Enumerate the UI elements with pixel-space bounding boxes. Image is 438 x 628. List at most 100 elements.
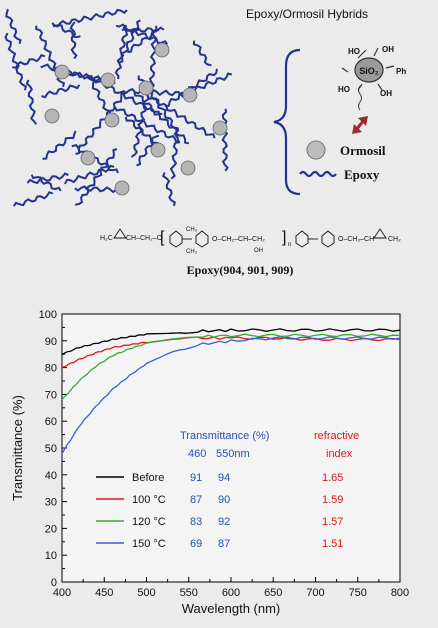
- epoxy-chain: [136, 134, 160, 167]
- epoxy-chain: [30, 174, 62, 192]
- formula-fragment: CH–CH₂–O: [126, 235, 163, 242]
- formula-fragment: n: [288, 242, 291, 248]
- epoxy-chain: [26, 172, 69, 185]
- series-line: [61, 333, 401, 400]
- table-cell-460: 83: [190, 516, 202, 528]
- y-tick-label: 90: [45, 336, 57, 348]
- svg-text:[: [: [160, 229, 165, 246]
- y-tick-label: 20: [45, 523, 57, 535]
- ormosil-particle: [212, 120, 228, 136]
- table-header-transmittance: Transmittance (%): [180, 430, 269, 442]
- legend-label: 100 °C: [132, 494, 166, 506]
- formula-fragment: OH: [254, 248, 263, 254]
- oh-label-top: OH: [382, 45, 394, 54]
- epoxy-chain: [25, 79, 38, 125]
- epoxy-chain: [5, 8, 22, 45]
- epoxy-chain: [74, 148, 118, 206]
- epoxy-chain: [64, 164, 115, 185]
- epoxy-chain: [75, 92, 126, 155]
- ho-label-top: HO: [348, 47, 360, 56]
- diagram-title: Epoxy/Ormosil Hybrids: [246, 7, 368, 21]
- epoxy-chain: [71, 143, 119, 174]
- table-cell-460: 91: [190, 472, 202, 484]
- table-cell-550: 94: [218, 472, 230, 484]
- legend-label: 120 °C: [132, 516, 166, 528]
- epoxy-chain: [146, 95, 216, 139]
- table-header-460: 460: [188, 448, 206, 460]
- epoxy-chain: [41, 84, 81, 99]
- table-cell-refractive-index: 1.59: [322, 494, 343, 506]
- formula-fragment: H₂C: [100, 235, 113, 242]
- legend-label: Before: [132, 472, 164, 484]
- axis-ticks: 400 450 500 550 600 650 700 750 800 0 10 20 30 40 50 60…: [39, 309, 410, 599]
- epoxy-formula: H₂C CH–CH₂–O [ CH₃ CH₃ O–CH₂–CH–CH₂ OH ]…: [100, 227, 401, 255]
- ormosil-particle: [44, 108, 60, 124]
- ormosil-particle: [154, 42, 170, 58]
- epoxy-chain: [69, 21, 78, 60]
- y-tick-label: 0: [51, 577, 57, 589]
- formula-fragment: CH₃: [186, 249, 198, 255]
- y-tick-label: 100: [39, 309, 57, 321]
- y-tick-label: 50: [45, 443, 57, 455]
- epoxy-chain: [169, 130, 180, 180]
- table-cell-550: 87: [218, 538, 230, 550]
- epoxy-chain: [130, 89, 150, 158]
- table-header-550: 550nm: [216, 448, 250, 460]
- legend-table: Before 91 94 1.65 100 °C 87 90 1.59 120 °C 83 92 1.…: [96, 472, 343, 550]
- x-tick-label: 500: [137, 587, 155, 599]
- ormosil-particle: [182, 87, 198, 103]
- x-tick-label: 700: [306, 587, 324, 599]
- x-tick-label: 800: [391, 587, 409, 599]
- epoxy-network-diagram: [4, 8, 233, 207]
- epoxy-chain: [12, 191, 54, 207]
- epoxy-chain: [51, 22, 81, 39]
- formula-fragment: O–CH₂–CH–CH₂: [212, 236, 265, 243]
- ormosil-particle: [150, 142, 166, 158]
- epoxy-chain: [192, 40, 212, 67]
- y-tick-label: 10: [45, 550, 57, 562]
- epoxy-chain: [86, 76, 112, 116]
- ph-label: Ph: [396, 67, 406, 76]
- y-tick-label: 60: [45, 416, 57, 428]
- ormosil-particle: [54, 64, 70, 80]
- table-cell-refractive-index: 1.57: [322, 516, 343, 528]
- x-tick-label: 550: [180, 587, 198, 599]
- ormosil-particle: [80, 150, 96, 166]
- epoxy-chain: [53, 8, 128, 28]
- table-cell-550: 90: [218, 494, 230, 506]
- series-line: [61, 336, 401, 455]
- table-cell-460: 69: [190, 538, 202, 550]
- formula-fragment: O–CH₂–CH: [338, 236, 374, 243]
- x-tick-label: 450: [95, 587, 113, 599]
- epoxy-chain: [162, 172, 176, 207]
- epoxy-chain: [74, 185, 124, 194]
- table-cell-550: 92: [218, 516, 230, 528]
- epoxy-legend-label: Epoxy: [344, 167, 380, 182]
- table-cell-refractive-index: 1.65: [322, 472, 343, 484]
- epoxy-chain: [12, 54, 46, 70]
- x-tick-label: 600: [222, 587, 240, 599]
- equivalence-arrow: [352, 116, 368, 134]
- oh-label-bottom: OH: [380, 89, 392, 98]
- series-lines: [61, 328, 401, 455]
- y-tick-label: 70: [45, 389, 57, 401]
- formula-caption: Epoxy(904, 901, 909): [187, 263, 294, 277]
- ho-label-bottom: HO: [338, 85, 350, 94]
- ormosil-legend-label: Ormosil: [340, 143, 386, 158]
- ormosil-particle: [104, 112, 120, 128]
- plot-area: [61, 313, 401, 583]
- legend-label: 150 °C: [132, 538, 166, 550]
- series-line: [61, 328, 401, 356]
- table-cell-refractive-index: 1.51: [322, 538, 343, 550]
- ormosil-particle: [180, 160, 196, 176]
- formula-fragment: CH₂: [388, 236, 401, 243]
- ormosil-particle: [138, 80, 154, 96]
- epoxy-chain: [124, 116, 159, 145]
- epoxy-chain: [114, 24, 129, 80]
- formula-fragment: CH₃: [186, 227, 198, 233]
- table-header-refractive: refractive: [314, 430, 359, 442]
- y-tick-label: 40: [45, 470, 57, 482]
- x-tick-label: 750: [349, 587, 367, 599]
- ormosil-particle: [114, 180, 130, 196]
